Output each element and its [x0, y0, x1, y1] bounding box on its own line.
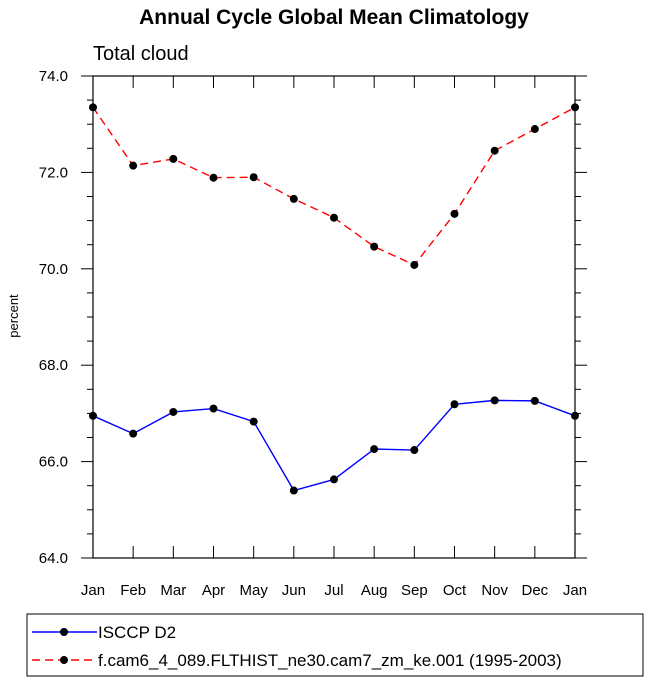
series-layer: [89, 103, 579, 495]
series-0: [89, 396, 579, 495]
data-point: [330, 475, 338, 484]
legend-box: [26, 613, 644, 677]
x-tick-label: Apr: [202, 582, 225, 599]
data-point: [410, 446, 419, 455]
legend-marker: [60, 656, 68, 664]
y-tick-label: 70.0: [39, 261, 68, 278]
y-tick-label: 66.0: [39, 454, 68, 471]
data-point: [571, 411, 579, 420]
data-point: [410, 260, 419, 269]
x-tick-label: Aug: [361, 582, 388, 599]
data-point: [490, 146, 499, 155]
x-tick-label: Feb: [120, 582, 146, 599]
data-point: [530, 396, 539, 405]
data-point: [89, 103, 97, 112]
data-point: [169, 154, 178, 163]
x-tick-labels: Jan Feb Mar Apr May Jun Jul Aug Sep Oct Nov Dec Jan: [81, 582, 587, 599]
data-point: [289, 194, 298, 203]
x-tick-label: Jun: [282, 582, 306, 599]
x-tick-label: Jul: [324, 582, 343, 599]
chart-subtitle: Total cloud: [93, 43, 189, 65]
series-line: [92, 106, 576, 266]
x-tick-label: May: [239, 582, 268, 599]
data-point: [209, 173, 218, 182]
data-point: [129, 161, 138, 170]
data-point: [571, 103, 579, 112]
y-axis-label: percent: [6, 294, 21, 338]
y-tick-label: 72.0: [39, 164, 68, 181]
data-point: [249, 417, 258, 426]
data-point: [89, 411, 97, 420]
legend: ISCCP D2 f.cam6_4_089.FLTHIST_ne30.cam7_z…: [32, 623, 562, 670]
y-tick-label: 64.0: [39, 550, 68, 567]
x-tick-label: Sep: [401, 582, 428, 599]
series-1: [89, 103, 579, 269]
x-tick-label: Nov: [481, 582, 508, 599]
x-tick-label: Mar: [160, 582, 186, 599]
data-point: [209, 404, 218, 413]
data-point: [450, 400, 459, 409]
data-point: [450, 209, 459, 218]
x-tick-label: Oct: [443, 582, 467, 599]
plot-frame: [92, 75, 576, 559]
legend-label: ISCCP D2: [98, 623, 176, 642]
legend-item: ISCCP D2: [32, 623, 176, 642]
data-point: [490, 396, 499, 405]
data-point: [370, 445, 379, 454]
y-tick-label: 74.0: [39, 68, 68, 85]
data-point: [370, 242, 379, 251]
data-point: [129, 429, 138, 438]
x-tick-label: Dec: [521, 582, 548, 599]
x-tick-label: Jan: [81, 582, 105, 599]
data-point: [530, 125, 539, 134]
data-point: [330, 213, 338, 222]
data-point: [289, 486, 298, 495]
data-point: [169, 407, 178, 416]
y-tick-labels: 64.0 66.0 68.0 70.0 72.0 74.0: [39, 68, 68, 567]
axis-ticks: [81, 75, 587, 559]
y-tick-label: 68.0: [39, 357, 68, 374]
legend-label: f.cam6_4_089.FLTHIST_ne30.cam7_zm_ke.001…: [98, 651, 562, 670]
data-point: [249, 173, 258, 182]
chart-title: Annual Cycle Global Mean Climatology: [139, 6, 529, 29]
x-tick-label: Jan: [563, 582, 587, 599]
legend-item: f.cam6_4_089.FLTHIST_ne30.cam7_zm_ke.001…: [32, 651, 562, 670]
legend-marker: [60, 628, 68, 636]
